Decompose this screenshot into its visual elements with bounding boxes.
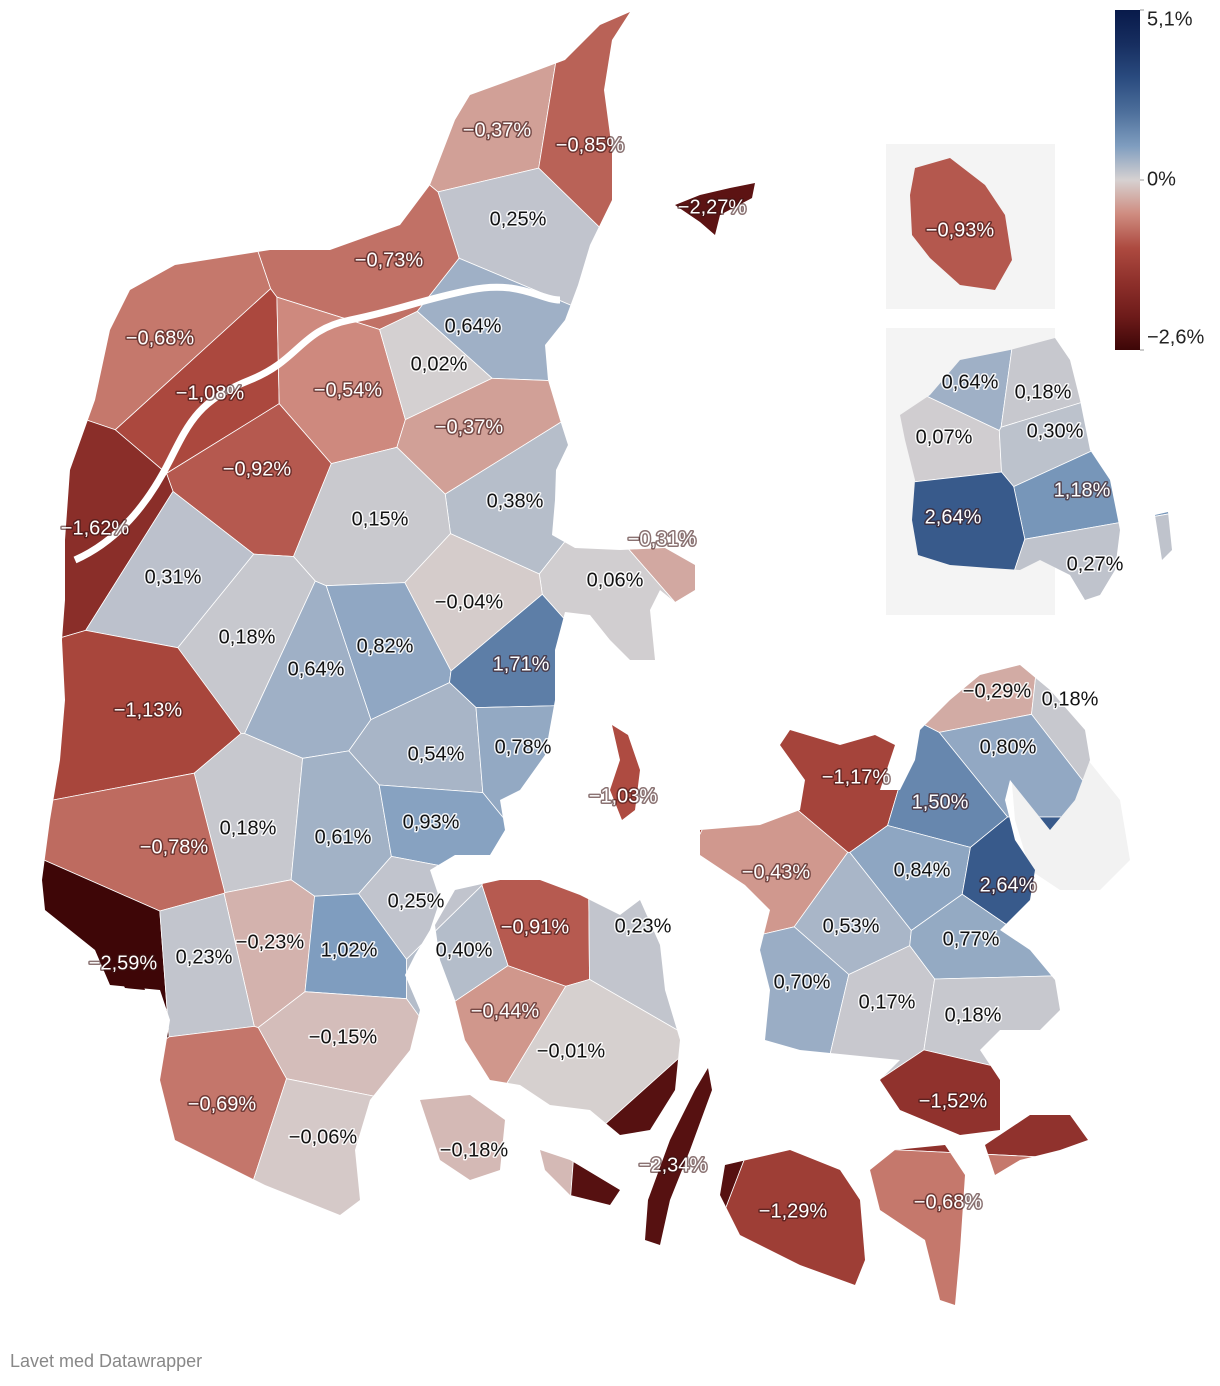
region-label: −0,43%	[742, 861, 811, 883]
legend-label: −2,6%	[1147, 326, 1204, 348]
region-label: 0,82%	[357, 635, 414, 657]
region-label: 0,93%	[403, 811, 460, 833]
region-label: −1,52%	[919, 1090, 988, 1112]
region-label: −0,37%	[463, 119, 532, 141]
region	[377, 1067, 575, 1305]
region-label: 0,77%	[943, 928, 1000, 950]
region-label: 0,18%	[945, 1004, 1002, 1026]
region-label: 0,84%	[894, 859, 951, 881]
region-label: −0,37%	[435, 416, 504, 438]
region-label: −0,18%	[440, 1139, 509, 1161]
region-label: 1,71%	[493, 653, 550, 675]
region-label: 0,61%	[315, 826, 372, 848]
region-label: 0,27%	[1067, 553, 1124, 575]
region-label: −1,29%	[759, 1200, 828, 1222]
region-label: −1,08%	[176, 382, 245, 404]
region	[205, 12, 567, 193]
region-label: 0,23%	[176, 946, 233, 968]
region-label: −2,34%	[639, 1154, 708, 1176]
legend: 5,1% 0% −2,6%	[1115, 8, 1204, 351]
region-label: −0,92%	[223, 458, 292, 480]
region-label: 2,64%	[980, 874, 1037, 896]
region-label: 1,50%	[912, 791, 969, 813]
region-label: 0,06%	[587, 569, 644, 591]
region	[866, 1147, 1172, 1305]
legend-bar	[1115, 10, 1140, 350]
region-label: −0,31%	[628, 528, 697, 550]
region-label: −0,15%	[309, 1026, 378, 1048]
region-label: −0,93%	[926, 219, 995, 241]
region-label: 0,40%	[436, 939, 493, 961]
limfjord	[73, 283, 561, 564]
region-label: 0,53%	[823, 915, 880, 937]
region-label: 0,64%	[288, 658, 345, 680]
region-label: −0,73%	[355, 249, 424, 271]
region-label: 0,64%	[445, 315, 502, 337]
region-label: 0,78%	[495, 736, 552, 758]
region-label: −0,04%	[435, 591, 504, 613]
region	[616, 12, 857, 387]
region-label: 0,31%	[145, 566, 202, 588]
region-label: 0,07%	[916, 426, 973, 448]
footer: Lavet med Datawrapper	[10, 1351, 202, 1371]
region-label: 0,18%	[220, 817, 277, 839]
legend-label: 5,1%	[1147, 8, 1193, 30]
region-label: −1,13%	[114, 699, 183, 721]
region-label: 0,30%	[1027, 420, 1084, 442]
region-label: 0,15%	[352, 508, 409, 530]
legend-label: 0%	[1147, 168, 1176, 190]
region-label: 0,02%	[411, 353, 468, 375]
region-label: −0,68%	[126, 327, 195, 349]
region-label: 0,18%	[1042, 688, 1099, 710]
region-label: −1,62%	[61, 517, 130, 539]
region-label: 0,23%	[615, 915, 672, 937]
region-label: −0,69%	[188, 1093, 257, 1115]
region-label: −0,68%	[914, 1191, 983, 1213]
region-label: 1,18%	[1054, 479, 1111, 501]
region-label: 0,64%	[942, 371, 999, 393]
region-label: 2,64%	[925, 506, 982, 528]
region-label: 0,18%	[219, 626, 276, 648]
region-label: 0,25%	[388, 890, 445, 912]
region-label: −0,54%	[314, 379, 383, 401]
region-label: −0,78%	[140, 836, 209, 858]
region-label: −2,27%	[678, 196, 747, 218]
region-label: 0,18%	[1015, 381, 1072, 403]
region	[42, 1025, 287, 1305]
region-label: 0,17%	[859, 991, 916, 1013]
region-label: 0,38%	[487, 490, 544, 512]
region-label: −1,17%	[822, 766, 891, 788]
region	[863, 596, 1042, 733]
region-label: 0,80%	[980, 736, 1037, 758]
region-label: −0,29%	[963, 680, 1032, 702]
region-label: 0,25%	[490, 208, 547, 230]
region-label: −0,44%	[471, 1000, 540, 1022]
region-label: −1,03%	[589, 785, 658, 807]
region-label: 1,02%	[321, 939, 378, 961]
region-label: −0,91%	[501, 916, 570, 938]
region-label: −0,23%	[236, 931, 305, 953]
region-label: 0,54%	[408, 743, 465, 765]
region-label: −0,01%	[537, 1040, 606, 1062]
region-label: −0,06%	[289, 1126, 358, 1148]
labels: −0,37% −0,85% 0,25% −2,27% −0,93% −0,73% −0,68…	[59, 118, 1125, 1224]
region-label: −0,85%	[556, 134, 625, 156]
region-label: 0,70%	[774, 971, 831, 993]
region-label: −2,59%	[89, 952, 158, 974]
